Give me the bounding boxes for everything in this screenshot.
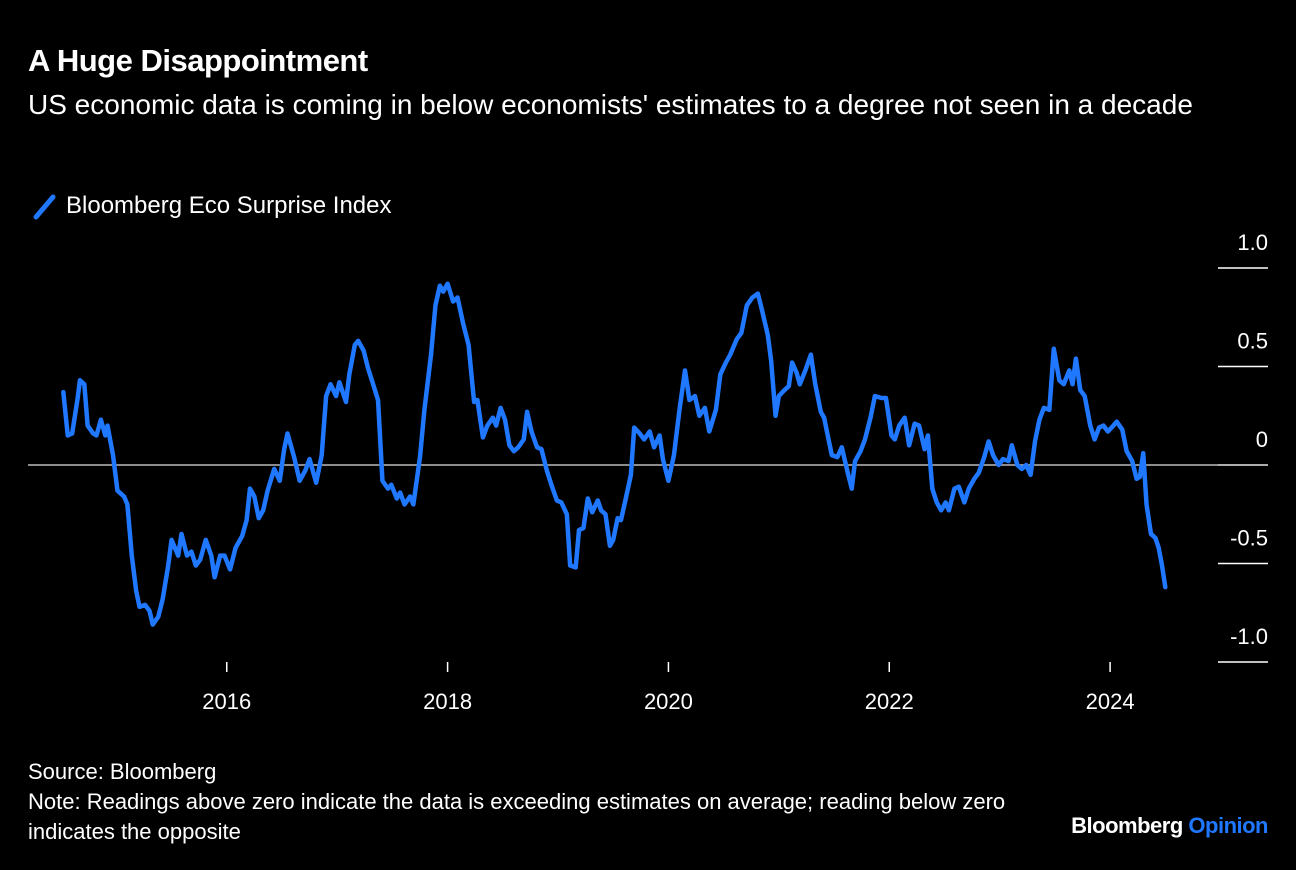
y-tick-label: -1.0: [1230, 624, 1268, 649]
note: Note: Readings above zero indicate the d…: [28, 789, 1006, 844]
line: [61, 281, 1168, 627]
x-tick-label: 2022: [865, 689, 914, 714]
x-tick-label: 2016: [202, 689, 251, 714]
chart-subtitle: US economic data is coming in below econ…: [28, 89, 1193, 120]
brand-name: Bloomberg: [1071, 813, 1183, 838]
brand: Bloomberg Opinion: [1071, 813, 1268, 839]
y-tick-label: 0.5: [1237, 329, 1268, 354]
y-tick-label: 0: [1256, 427, 1268, 452]
x-tick-label: 2024: [1086, 689, 1135, 714]
x-tick-label: 2020: [644, 689, 693, 714]
source: Source: Bloomberg: [28, 759, 217, 784]
x-tick-label: 2018: [423, 689, 472, 714]
brand-tag: Opinion: [1188, 813, 1268, 838]
y-tick-label: 1.0: [1237, 230, 1268, 255]
legend-swatch: [33, 194, 56, 220]
legend-label: Bloomberg Eco Surprise Index: [66, 192, 392, 219]
chart-title: A Huge Disappointment: [28, 43, 368, 78]
y-tick-label: -0.5: [1230, 526, 1268, 551]
